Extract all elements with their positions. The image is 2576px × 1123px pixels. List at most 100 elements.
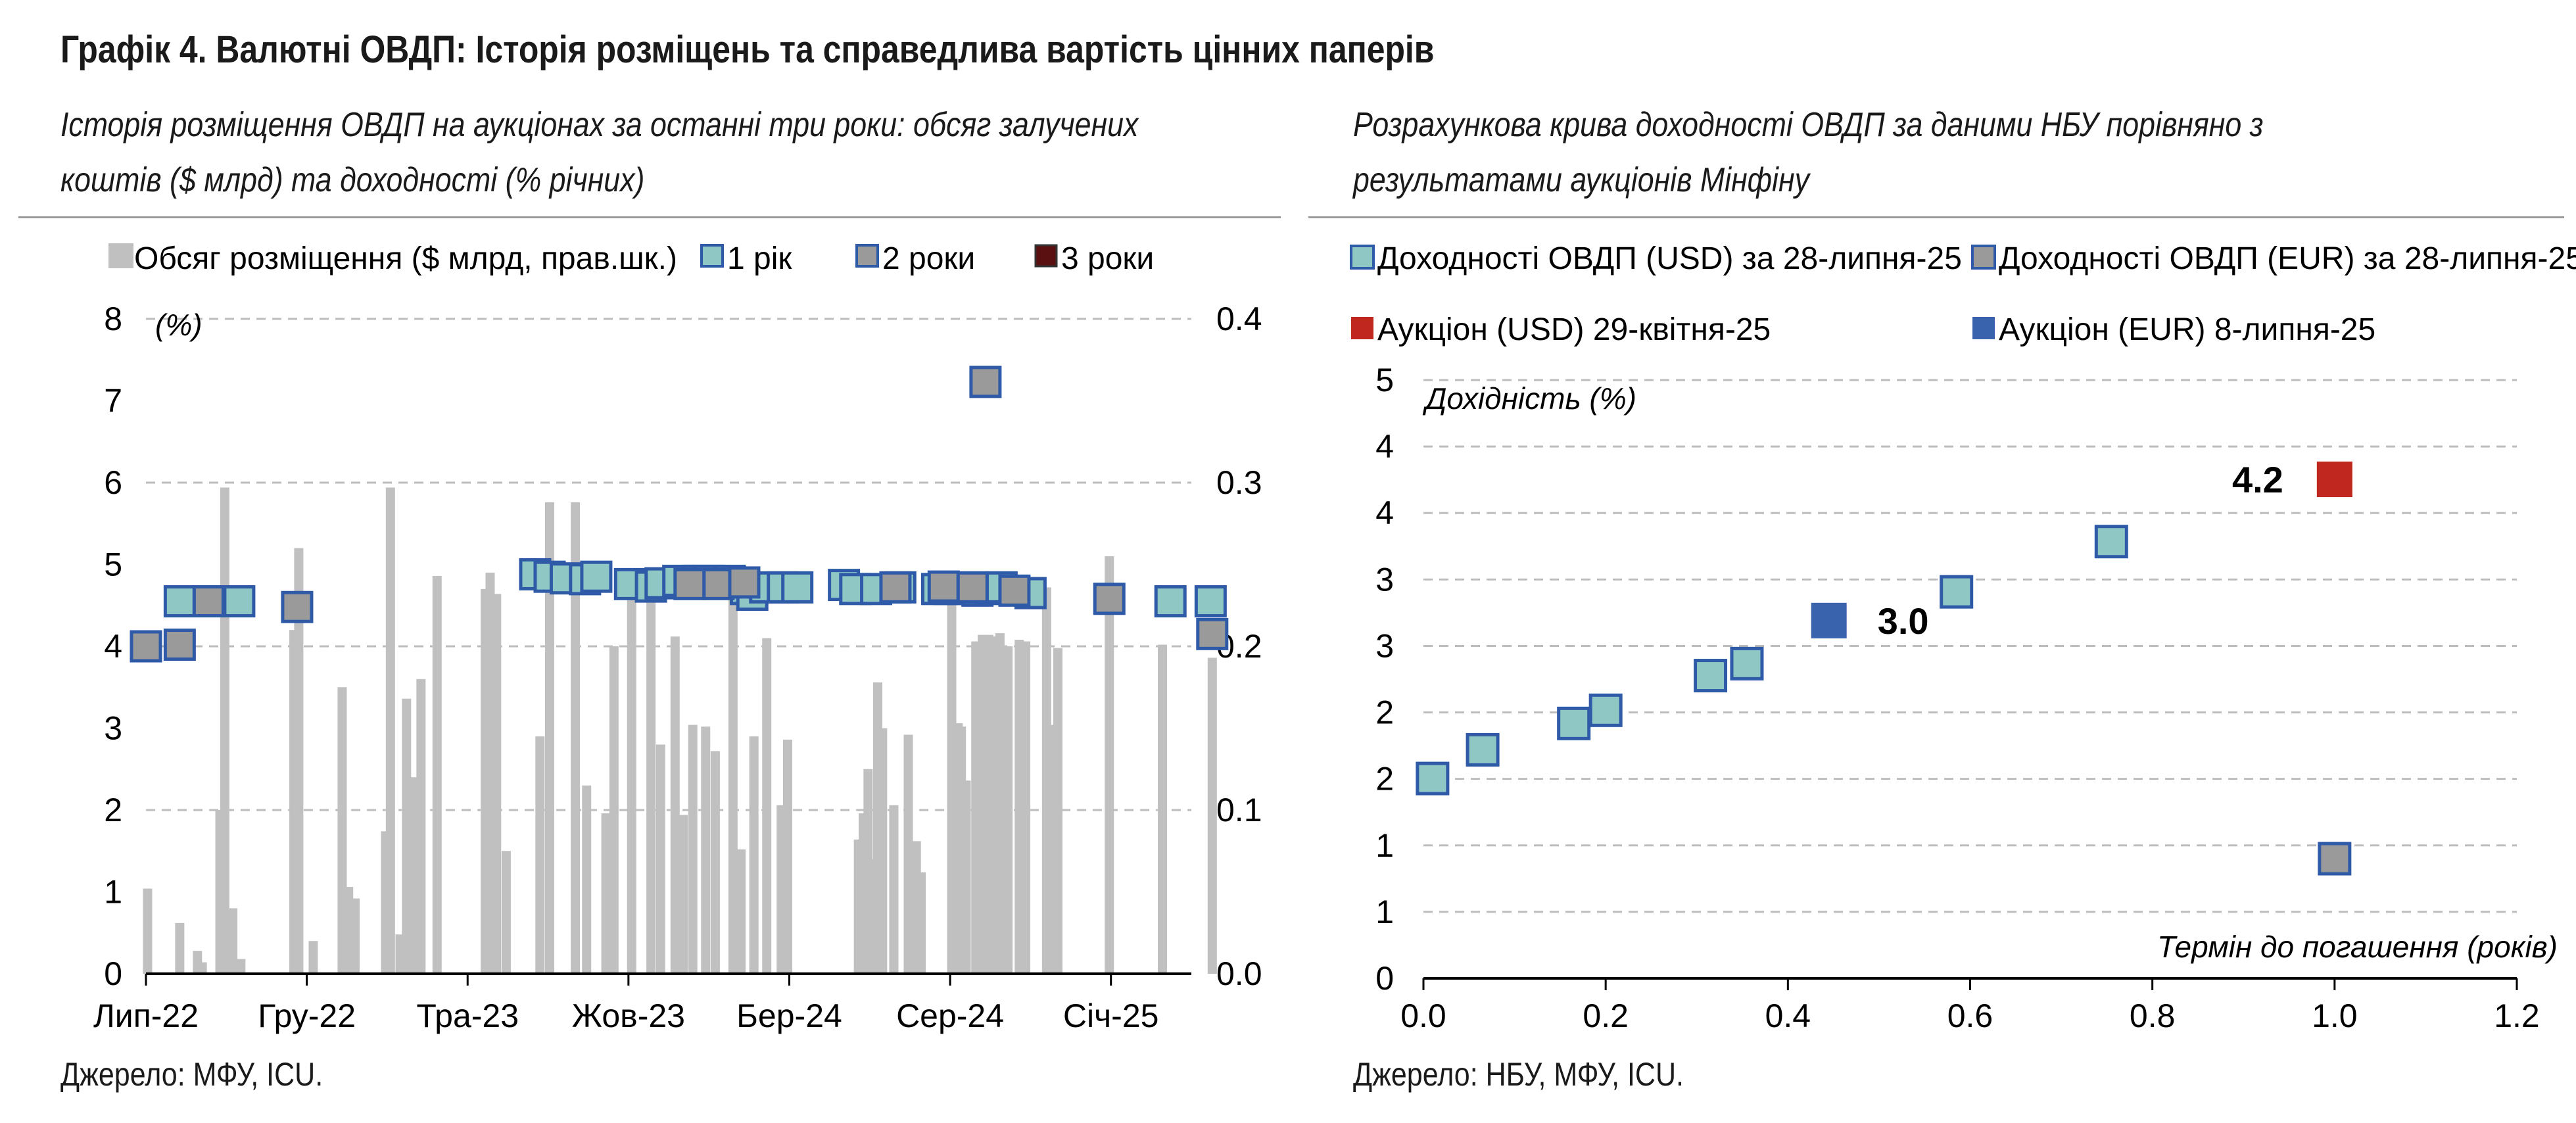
- volume-bar: [609, 646, 619, 974]
- yield-marker: [163, 585, 196, 618]
- yield-marker: [130, 630, 162, 663]
- legend-swatch: [1972, 317, 1995, 339]
- volume-bar: [220, 487, 229, 974]
- volume-bar: [903, 734, 913, 974]
- left-subtitle-line2: коштів ($ млрд) та доходності (% річних): [60, 161, 645, 199]
- legend-swatch: [1350, 245, 1375, 270]
- x-tick-label: 0.6: [1947, 997, 1993, 1034]
- left-divider-line: [18, 216, 1281, 218]
- volume-bar: [408, 777, 418, 974]
- volume-bar: [582, 785, 592, 974]
- yield-marker: [1466, 732, 1500, 767]
- x-tick-label: Гру-22: [258, 997, 356, 1034]
- volume-bar: [917, 872, 926, 974]
- left-y-tick-label: 0: [104, 955, 122, 992]
- volume-bar: [995, 633, 1005, 974]
- legend-swatch: [108, 243, 133, 268]
- x-tick-label: 0.4: [1765, 997, 1811, 1034]
- x-tick-label: Сер-24: [896, 997, 1004, 1034]
- volume-bar: [762, 638, 772, 974]
- right-chart: 0 1 1 2 2 3 3 4 4 5 Дохідність (%) 0.0 0.2 0.4 0.6 0.8 1…: [1350, 241, 2576, 1034]
- legend-label: 2 роки: [882, 241, 975, 276]
- left-y-tick-label: 1: [104, 874, 122, 911]
- left-subtitle-line1: Історія розміщення ОВДП на аукціонах за …: [60, 106, 1139, 144]
- yield-marker: [1730, 646, 1764, 681]
- volume-bar: [627, 588, 636, 974]
- yield-marker: [1093, 583, 1126, 615]
- x-tick-label: Січ-25: [1063, 997, 1159, 1034]
- volume-bar: [294, 548, 304, 974]
- yield-marker: [956, 571, 989, 604]
- left-y-tick-label: 2: [104, 792, 122, 828]
- x-tick-label: 1.0: [2312, 997, 2358, 1034]
- volume-bar: [228, 908, 238, 974]
- right-y-tick-label: 0.4: [1216, 300, 1262, 337]
- volume-bar: [679, 815, 688, 974]
- volume-bar: [1157, 644, 1167, 974]
- yield-marker: [2318, 842, 2352, 876]
- volume-bar: [416, 679, 426, 974]
- right-source: Джерело: НБУ, МФУ, ICU.: [1353, 1056, 1684, 1093]
- y-tick-label: 2: [1375, 694, 1394, 731]
- volume-bar: [432, 575, 442, 974]
- left-y-tick-label: 3: [104, 710, 122, 747]
- page-title: Графік 4. Валютні ОВДП: Історія розміщен…: [60, 28, 1435, 71]
- data-label: 4.2: [2232, 459, 2283, 500]
- legend-label: Доходності ОВДП (EUR) за 28-липня-25: [1999, 241, 2576, 276]
- volume-bar: [670, 636, 680, 974]
- legend-label: Доходності ОВДП (USD) за 28-липня-25: [1377, 241, 1962, 276]
- right-subtitle-line1: Розрахункова крива доходності ОВДП за да…: [1353, 106, 2264, 144]
- yield-marker: [2316, 462, 2352, 498]
- volume-bar: [728, 588, 738, 974]
- volume-bar: [350, 898, 360, 974]
- volume-bar: [143, 888, 153, 974]
- yield-marker: [1940, 575, 1974, 609]
- volume-bar: [544, 502, 554, 974]
- x-axis-label: Термін до погашення (років): [2157, 930, 2558, 964]
- legend-swatch: [700, 244, 724, 268]
- volume-bar: [749, 736, 759, 974]
- yield-marker: [1588, 693, 1623, 727]
- volume-bar: [878, 728, 888, 974]
- legend-label: Обсяг розміщення ($ млрд, прав.шк.): [134, 241, 677, 276]
- legend-label: 3 роки: [1061, 241, 1154, 276]
- yield-marker: [1557, 706, 1591, 740]
- left-y-tick-label: 8: [104, 300, 122, 337]
- left-y-tick-label: 5: [104, 546, 122, 583]
- yield-marker: [728, 566, 761, 599]
- yield-marker: [163, 629, 196, 661]
- yield-marker: [879, 571, 912, 604]
- volume-bar: [197, 962, 207, 974]
- legend-label: Аукціон (EUR) 8-липня-25: [1999, 312, 2375, 347]
- y-tick-label: 3: [1375, 627, 1394, 664]
- y-tick-label: 1: [1375, 894, 1394, 930]
- right-subtitle: Розрахункова крива доходності ОВДП за да…: [1353, 97, 2263, 208]
- x-tick-label: 1.2: [2494, 997, 2540, 1034]
- data-label: 3.0: [1878, 600, 1929, 642]
- volume-bar: [1207, 657, 1217, 974]
- yield-marker: [998, 574, 1031, 607]
- ylabel-background: [1421, 381, 1619, 417]
- volume-bar: [535, 736, 545, 974]
- volume-bar: [701, 727, 711, 974]
- legend-label: Аукціон (USD) 29-квітня-25: [1377, 312, 1771, 347]
- volume-bar: [688, 725, 698, 974]
- left-source: Джерело: МФУ, ICU.: [60, 1056, 323, 1093]
- volume-bar: [501, 851, 511, 974]
- x-tick-label: Тра-23: [416, 997, 519, 1034]
- yield-marker: [673, 567, 706, 600]
- left-y-tick-label: 7: [104, 383, 122, 419]
- right-y-tick-label: 0.0: [1216, 955, 1262, 992]
- yield-marker: [1416, 761, 1450, 796]
- right-subtitle-line2: результатами аукціонів Мінфіну: [1353, 161, 1809, 199]
- volume-bar: [1105, 556, 1114, 974]
- yield-marker: [927, 570, 960, 603]
- y-tick-label: 4: [1375, 428, 1394, 465]
- yield-marker: [580, 560, 613, 593]
- volume-bar: [736, 849, 746, 974]
- volume-bar: [783, 739, 793, 974]
- volume-bar: [961, 780, 971, 974]
- yield-marker: [1811, 602, 1847, 638]
- legend-swatch: [1971, 245, 1996, 270]
- x-tick-label: 0.8: [2130, 997, 2176, 1034]
